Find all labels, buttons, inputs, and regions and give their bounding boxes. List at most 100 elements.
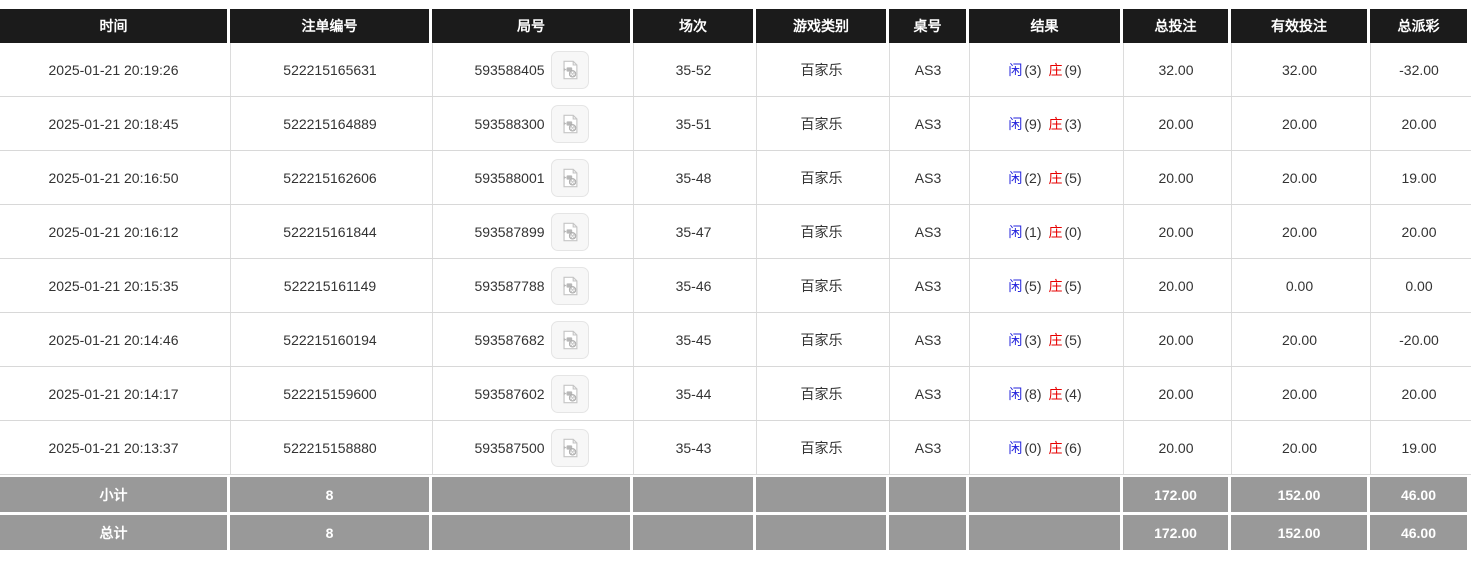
- summary-empty-cell: [756, 515, 886, 550]
- result-banker-score: (3): [1064, 115, 1082, 132]
- result-player-label: 闲: [1008, 61, 1023, 78]
- result-banker-label: 庄: [1048, 115, 1063, 132]
- cell-total-bet[interactable]: 20.00: [1123, 151, 1228, 204]
- result-player-score: (0): [1024, 439, 1042, 456]
- cell-valid-bet: 20.00: [1231, 367, 1367, 420]
- cell-total-bet[interactable]: 20.00: [1123, 313, 1228, 366]
- cell-table-no: AS3: [889, 259, 966, 312]
- video-replay-icon[interactable]: [550, 158, 589, 197]
- summary-empty-cell: [969, 477, 1120, 512]
- col-header-game-type: 游戏类别: [756, 9, 886, 43]
- cell-game-type: 百家乐: [756, 259, 886, 312]
- cell-total-payout: 20.00: [1370, 367, 1467, 420]
- result-player-label: 闲: [1008, 115, 1023, 132]
- cell-result: 闲 (5) 庄 (5): [969, 259, 1120, 312]
- result-banker-score: (9): [1064, 61, 1082, 78]
- result-player-score: (9): [1024, 115, 1042, 132]
- result-banker-label: 庄: [1048, 169, 1063, 186]
- result-banker-label: 庄: [1048, 439, 1063, 456]
- cell-valid-bet: 20.00: [1231, 151, 1367, 204]
- cell-total-payout: 20.00: [1370, 205, 1467, 258]
- result-banker-label: 庄: [1048, 61, 1063, 78]
- col-header-table-no: 桌号: [889, 9, 966, 43]
- cell-bet-id: 522215161149: [230, 259, 429, 312]
- round-id-text: 593587602: [474, 385, 545, 402]
- summary-empty-cell: [969, 515, 1120, 550]
- summary-empty-cell: [756, 477, 886, 512]
- video-replay-icon[interactable]: [550, 428, 589, 467]
- cell-total-bet[interactable]: 20.00: [1123, 367, 1228, 420]
- cell-total-payout: 19.00: [1370, 421, 1467, 474]
- cell-result: 闲 (9) 庄 (3): [969, 97, 1120, 150]
- cell-time: 2025-01-21 20:18:45: [0, 97, 227, 150]
- col-header-result: 结果: [969, 9, 1120, 43]
- cell-valid-bet: 20.00: [1231, 97, 1367, 150]
- result-banker-score: (4): [1064, 385, 1082, 402]
- video-replay-icon[interactable]: [550, 266, 589, 305]
- result-banker-score: (5): [1064, 331, 1082, 348]
- table-row: 2025-01-21 20:15:35 522215161149 5935877…: [0, 259, 1471, 313]
- cell-time: 2025-01-21 20:16:12: [0, 205, 227, 258]
- result-banker-label: 庄: [1048, 223, 1063, 240]
- subtotal-valid-bet: 152.00: [1231, 477, 1367, 512]
- summary-empty-cell: [889, 515, 966, 550]
- cell-table-no: AS3: [889, 367, 966, 420]
- cell-game-type: 百家乐: [756, 421, 886, 474]
- subtotal-total-payout: 46.00: [1370, 477, 1467, 512]
- summary-empty-cell: [633, 515, 753, 550]
- subtotal-count: 8: [230, 477, 429, 512]
- cell-valid-bet: 20.00: [1231, 421, 1367, 474]
- cell-result: 闲 (3) 庄 (5): [969, 313, 1120, 366]
- cell-total-bet[interactable]: 20.00: [1123, 421, 1228, 474]
- cell-game-type: 百家乐: [756, 367, 886, 420]
- cell-table-no: AS3: [889, 97, 966, 150]
- col-header-bet-id: 注单编号: [230, 9, 429, 43]
- cell-table-no: AS3: [889, 205, 966, 258]
- cell-valid-bet: 20.00: [1231, 205, 1367, 258]
- cell-total-payout: 0.00: [1370, 259, 1467, 312]
- cell-session: 35-52: [633, 43, 753, 96]
- result-banker-label: 庄: [1048, 331, 1063, 348]
- subtotal-label: 小计: [0, 477, 227, 512]
- cell-total-bet[interactable]: 20.00: [1123, 97, 1228, 150]
- cell-valid-bet: 0.00: [1231, 259, 1367, 312]
- video-replay-icon[interactable]: [550, 212, 589, 251]
- cell-session: 35-47: [633, 205, 753, 258]
- cell-game-type: 百家乐: [756, 313, 886, 366]
- grand-total-total-bet: 172.00: [1123, 515, 1228, 550]
- cell-total-bet[interactable]: 20.00: [1123, 205, 1228, 258]
- round-id-text: 593587788: [474, 277, 545, 294]
- cell-bet-id: 522215158880: [230, 421, 429, 474]
- result-player-score: (3): [1024, 331, 1042, 348]
- cell-total-bet[interactable]: 20.00: [1123, 259, 1228, 312]
- video-replay-icon[interactable]: [550, 50, 589, 89]
- col-header-time: 时间: [0, 9, 227, 43]
- cell-total-payout: -20.00: [1370, 313, 1467, 366]
- col-header-session: 场次: [633, 9, 753, 43]
- round-id-text: 593587899: [474, 223, 545, 240]
- cell-bet-id: 522215161844: [230, 205, 429, 258]
- round-id-text: 593587682: [474, 331, 545, 348]
- cell-round-id: 593588300: [432, 97, 630, 150]
- video-replay-icon[interactable]: [550, 374, 589, 413]
- result-banker-label: 庄: [1048, 277, 1063, 294]
- cell-round-id: 593588001: [432, 151, 630, 204]
- cell-time: 2025-01-21 20:14:17: [0, 367, 227, 420]
- subtotal-total-bet: 172.00: [1123, 477, 1228, 512]
- cell-game-type: 百家乐: [756, 97, 886, 150]
- grand-total-row: 总计 8 172.00 152.00 46.00: [0, 515, 1471, 550]
- video-replay-icon[interactable]: [550, 320, 589, 359]
- result-player-label: 闲: [1008, 277, 1023, 294]
- cell-round-id: 593587500: [432, 421, 630, 474]
- video-replay-icon[interactable]: [550, 104, 589, 143]
- col-header-valid-bet: 有效投注: [1231, 9, 1367, 43]
- cell-session: 35-46: [633, 259, 753, 312]
- cell-table-no: AS3: [889, 151, 966, 204]
- cell-total-bet[interactable]: 32.00: [1123, 43, 1228, 96]
- result-player-label: 闲: [1008, 331, 1023, 348]
- cell-result: 闲 (1) 庄 (0): [969, 205, 1120, 258]
- table-row: 2025-01-21 20:13:37 522215158880 5935875…: [0, 421, 1471, 475]
- cell-bet-id: 522215160194: [230, 313, 429, 366]
- cell-time: 2025-01-21 20:15:35: [0, 259, 227, 312]
- result-banker-label: 庄: [1048, 385, 1063, 402]
